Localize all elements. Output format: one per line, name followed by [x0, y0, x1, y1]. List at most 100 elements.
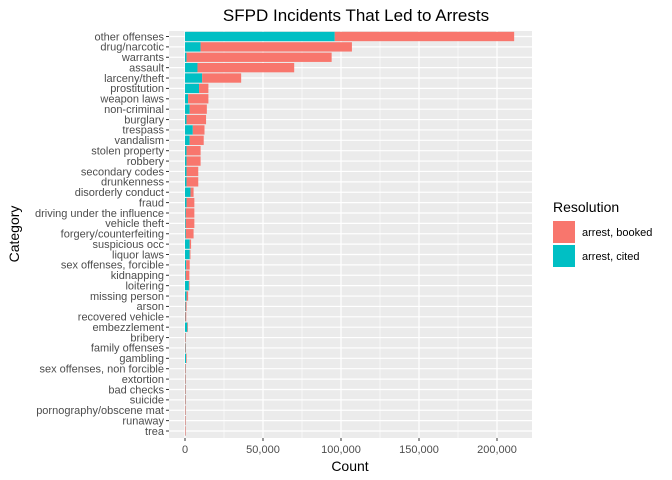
y-tick-label: sex offenses, forcible [61, 260, 164, 272]
y-tick-label: larceny/theft [104, 73, 164, 85]
bar-arrest-booked [185, 218, 195, 229]
y-tick-label: assault [129, 62, 164, 74]
bar-arrest-booked [185, 374, 186, 384]
bars [185, 31, 515, 436]
bar-arrest-cited [185, 177, 187, 187]
bar-arrest-booked [185, 229, 194, 239]
bar-arrest-booked [200, 42, 352, 52]
legend-title: Resolution [553, 199, 619, 215]
y-tick-label: suicide [130, 395, 164, 407]
y-tick-label: bad checks [108, 384, 164, 396]
y-tick-label: embezzlement [92, 322, 164, 334]
x-axis: 0 50,000 100,000 150,000 200,000 [182, 438, 517, 456]
bar-arrest-booked [188, 280, 190, 291]
bar-arrest-booked [190, 187, 194, 197]
y-tick-label: forgery/counterfeiting [61, 229, 164, 241]
bar-arrest-booked [185, 343, 186, 353]
x-tick-label: 200,000 [477, 444, 517, 456]
x-tick-label: 100,000 [321, 444, 361, 456]
y-tick-label: bribery [130, 332, 164, 344]
y-tick-label: sex offenses, non forcible [39, 364, 164, 376]
bar-arrest-cited [185, 73, 203, 83]
bar-arrest-cited [185, 239, 190, 249]
y-tick-label: trespass [122, 125, 164, 137]
bar-arrest-booked [185, 426, 186, 436]
y-tick-label: kidnapping [111, 270, 164, 282]
bar-arrest-cited [185, 94, 189, 104]
bar-arrest-booked [185, 395, 186, 405]
bar-arrest-booked [186, 291, 189, 301]
bar-arrest-cited [185, 146, 187, 156]
bar-arrest-cited [185, 301, 186, 312]
y-tick-label: trea [145, 426, 165, 438]
bar-arrest-cited [185, 322, 188, 332]
bar-arrest-cited [185, 114, 187, 125]
bar-arrest-cited [185, 83, 200, 94]
y-tick-label: gambling [119, 353, 164, 365]
bar-arrest-booked [185, 270, 190, 280]
bar-arrest-cited [185, 229, 186, 239]
y-tick-label: drug/narcotic [100, 42, 164, 54]
bar-arrest-cited [185, 270, 186, 280]
bar-arrest-cited [185, 166, 187, 177]
bar-arrest-cited [185, 353, 187, 364]
x-tick-label: 50,000 [246, 444, 280, 456]
x-axis-title: Count [331, 458, 368, 474]
y-axis-title: Category [6, 206, 22, 263]
bar-arrest-cited [185, 260, 187, 270]
y-tick-label: missing person [90, 291, 164, 303]
bar-arrest-booked [189, 104, 207, 114]
bar-arrest-booked [186, 114, 207, 125]
x-tick-label: 150,000 [399, 444, 439, 456]
y-tick-label: fraud [139, 197, 164, 209]
bar-arrest-booked [189, 239, 192, 249]
legend-label: arrest, booked [582, 227, 652, 239]
y-tick-label: secondary codes [81, 166, 165, 178]
y-tick-label: loitering [125, 280, 164, 292]
bar-arrest-booked [189, 135, 204, 145]
y-tick-label: suspicious occ [92, 239, 164, 251]
y-tick-label: burglary [124, 114, 164, 126]
bar-arrest-booked [334, 31, 515, 42]
legend: Resolution arrest, booked arrest, cited [553, 199, 652, 267]
legend-label: arrest, cited [582, 251, 639, 263]
bar-arrest-cited [185, 125, 193, 135]
y-tick-label: family offenses [91, 343, 165, 355]
bar-arrest-cited [185, 135, 190, 145]
bar-arrest-booked [188, 94, 209, 104]
chart-title: SFPD Incidents That Led to Arrests [223, 6, 489, 25]
y-tick-label: arson [136, 301, 164, 313]
bar-arrest-cited [185, 208, 186, 218]
bar-arrest-booked [185, 405, 186, 415]
bar-arrest-cited [185, 197, 187, 208]
y-tick-label: recovered vehicle [78, 312, 164, 324]
y-tick-label: non-criminal [104, 104, 164, 116]
bar-arrest-cited [185, 280, 189, 291]
y-tick-label: driving under the influence [35, 208, 164, 220]
y-tick-label: runaway [122, 415, 164, 427]
y-tick-label: vehicle theft [105, 218, 164, 230]
y-axis: other offensesdrug/narcoticwarrantsassau… [35, 31, 169, 438]
bar-arrest-booked [185, 312, 187, 322]
y-tick-label: vandalism [114, 135, 164, 147]
bar-arrest-booked [186, 52, 332, 62]
legend-key [553, 221, 575, 243]
y-tick-label: drunkenness [101, 177, 164, 189]
bar-arrest-booked [186, 166, 199, 177]
bar-arrest-booked [186, 197, 195, 208]
bar-arrest-booked [185, 208, 195, 218]
bar-arrest-cited [185, 104, 190, 114]
bar-arrest-cited [185, 218, 186, 229]
bar-arrest-cited [185, 62, 198, 73]
bar-arrest-cited [185, 42, 201, 52]
plot-panel [169, 31, 532, 438]
y-tick-label: prostitution [110, 83, 164, 95]
bar-arrest-booked [186, 353, 187, 364]
bar-arrest-cited [185, 31, 335, 42]
bar-arrest-booked [185, 301, 187, 312]
bar-arrest-booked [186, 156, 201, 166]
y-tick-label: warrants [121, 52, 165, 64]
bar-arrest-booked [202, 73, 242, 83]
y-tick-label: extortion [122, 374, 164, 386]
